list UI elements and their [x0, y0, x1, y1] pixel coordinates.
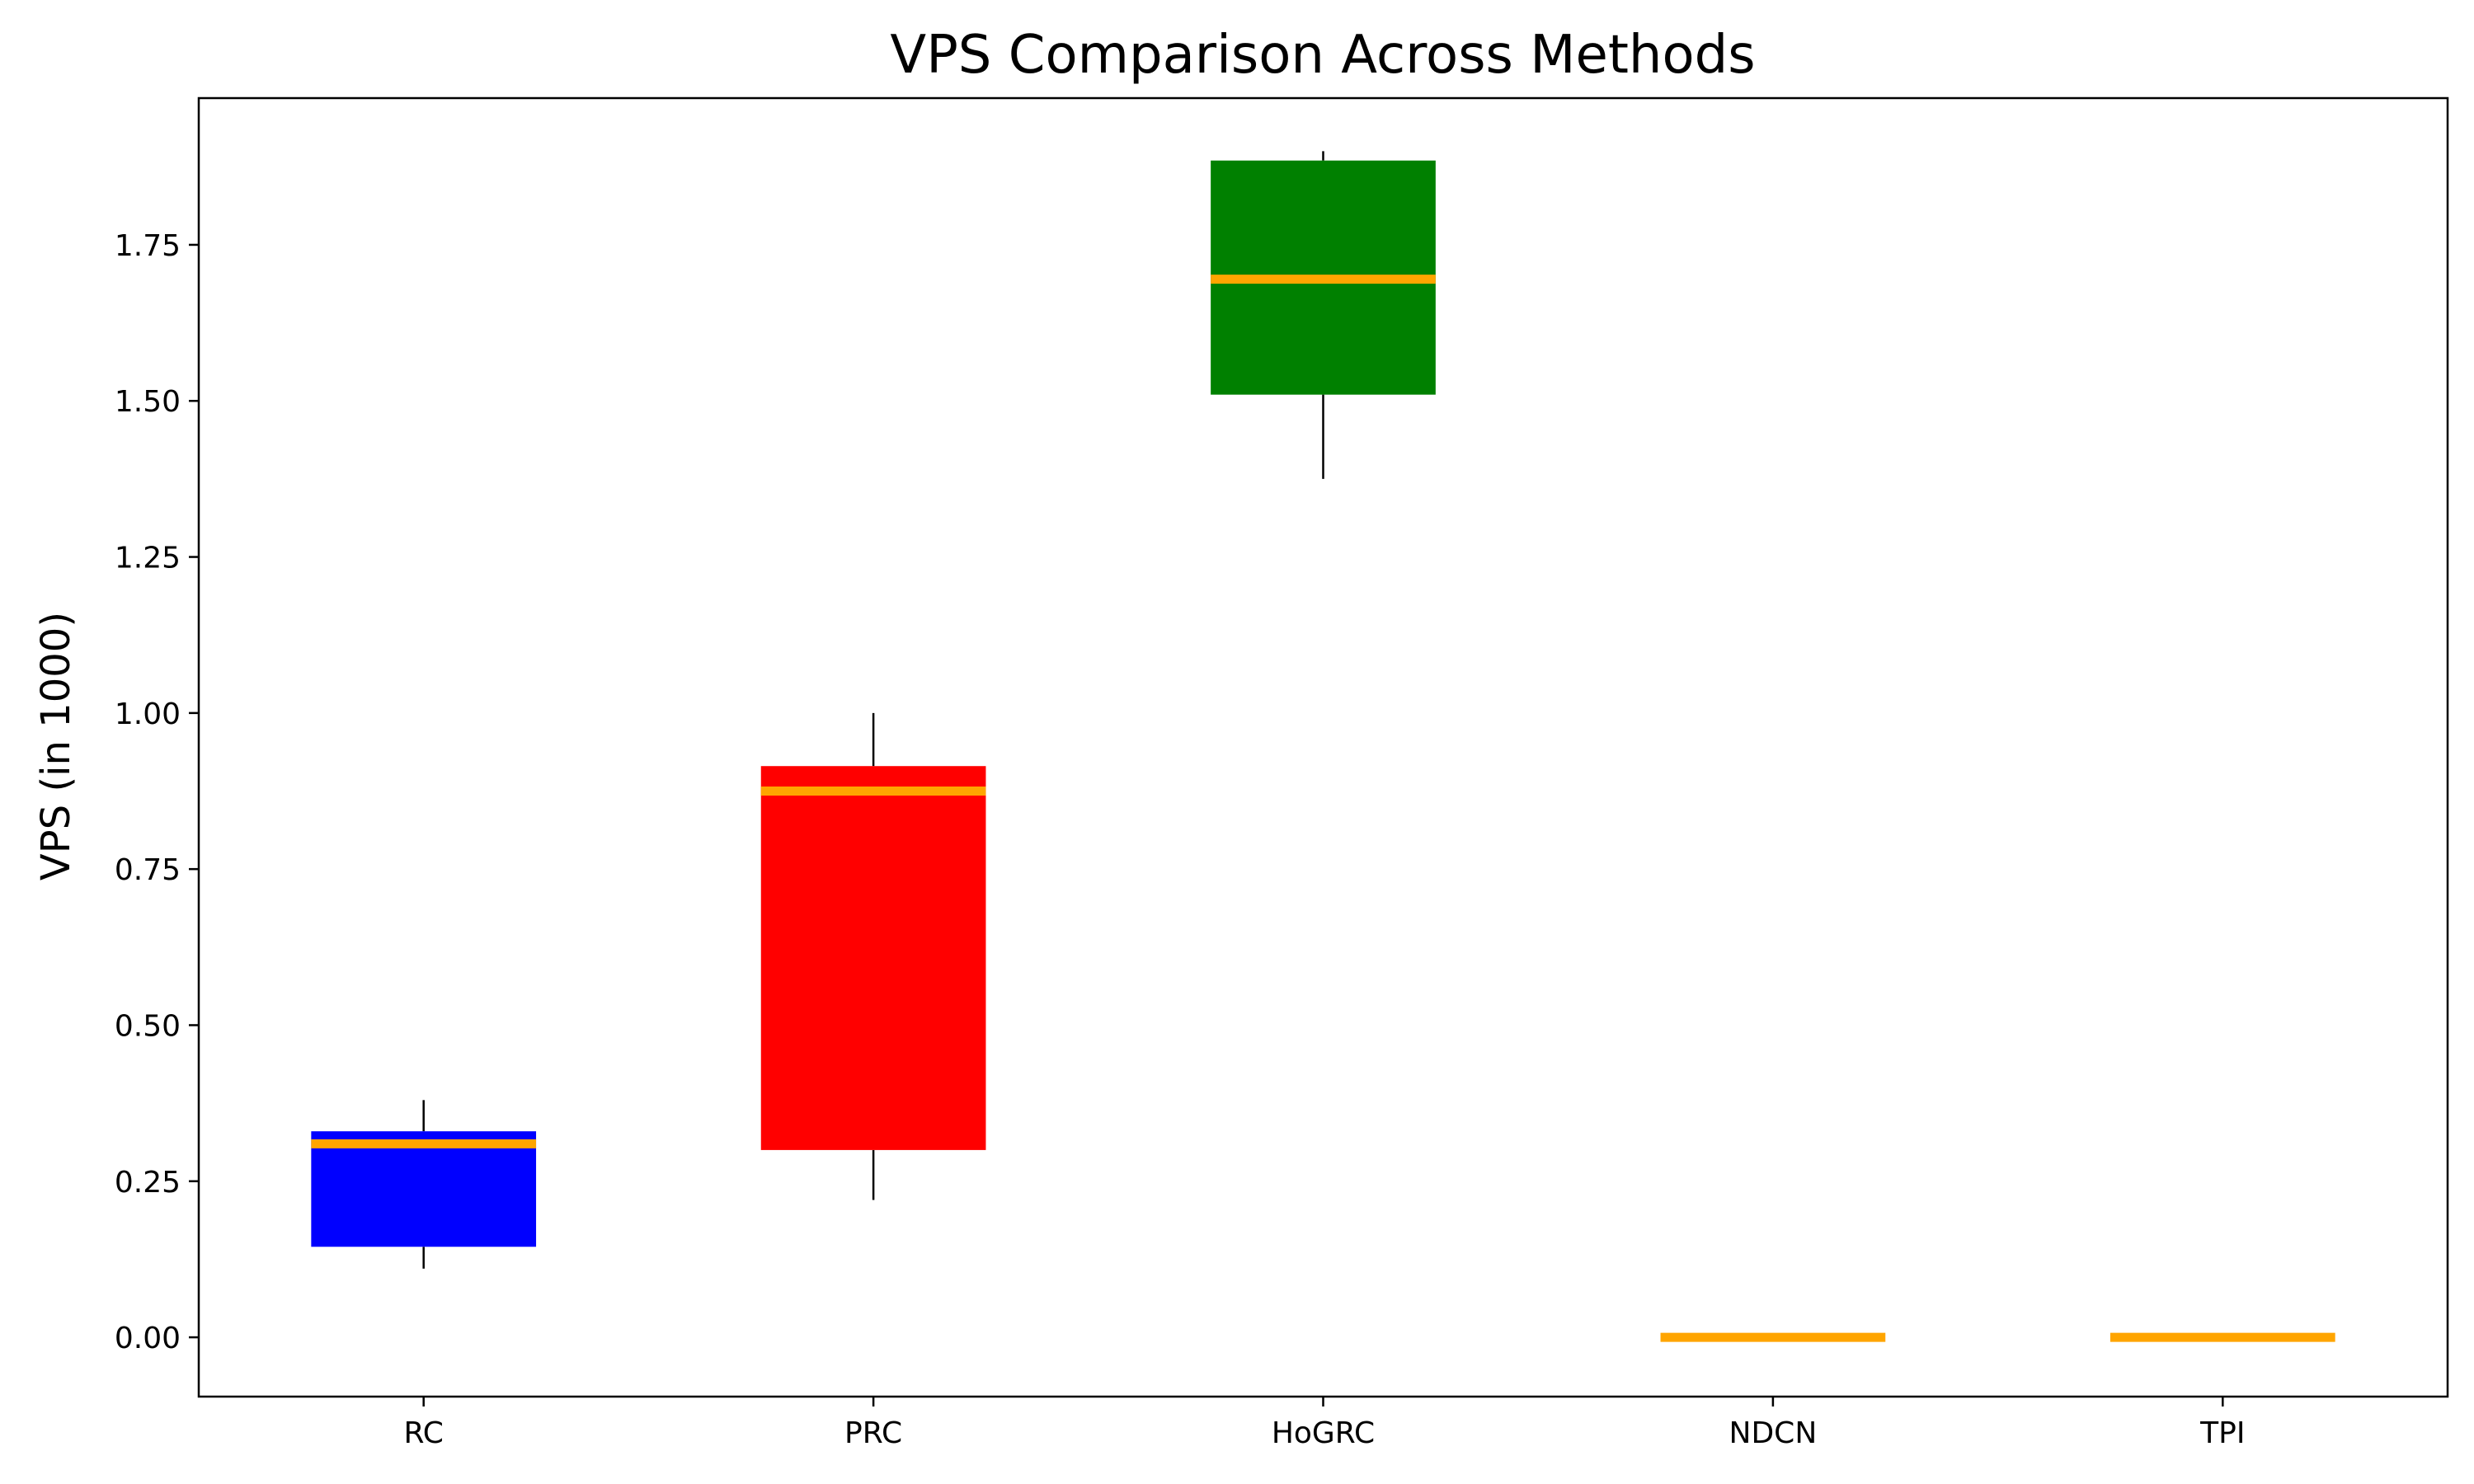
y-tick-label: 1.75 — [115, 229, 181, 263]
y-tick-label: 0.75 — [115, 853, 181, 887]
y-tick-label: 1.25 — [115, 542, 181, 575]
x-tick-label: NDCN — [1729, 1416, 1818, 1450]
x-tick-label: RC — [404, 1416, 444, 1450]
x-tick-label: PRC — [844, 1416, 902, 1450]
box-body — [760, 766, 986, 1150]
x-tick-label: TPI — [2199, 1416, 2245, 1450]
box-hogrc — [1211, 151, 1436, 479]
box-rc — [311, 1100, 537, 1269]
box-prc — [760, 712, 986, 1200]
y-tick-label: 1.00 — [115, 697, 181, 731]
y-tick-label: 0.50 — [115, 1009, 181, 1043]
x-tick-label: HoGRC — [1272, 1416, 1375, 1450]
y-axis-label: VPS (in 1000) — [33, 612, 79, 881]
y-tick-label: 0.00 — [115, 1322, 181, 1355]
plot-frame — [197, 96, 2449, 1398]
y-tick-label: 0.25 — [115, 1166, 181, 1200]
plot-area: 0.00 0.25 0.50 0.75 1.00 1.25 1.50 1.75 RC PRC HoG… — [115, 151, 2335, 1450]
chart-title: VPS Comparison Across Methods — [890, 25, 1755, 86]
y-tick-label: 1.50 — [115, 385, 181, 419]
box-body — [311, 1131, 537, 1247]
